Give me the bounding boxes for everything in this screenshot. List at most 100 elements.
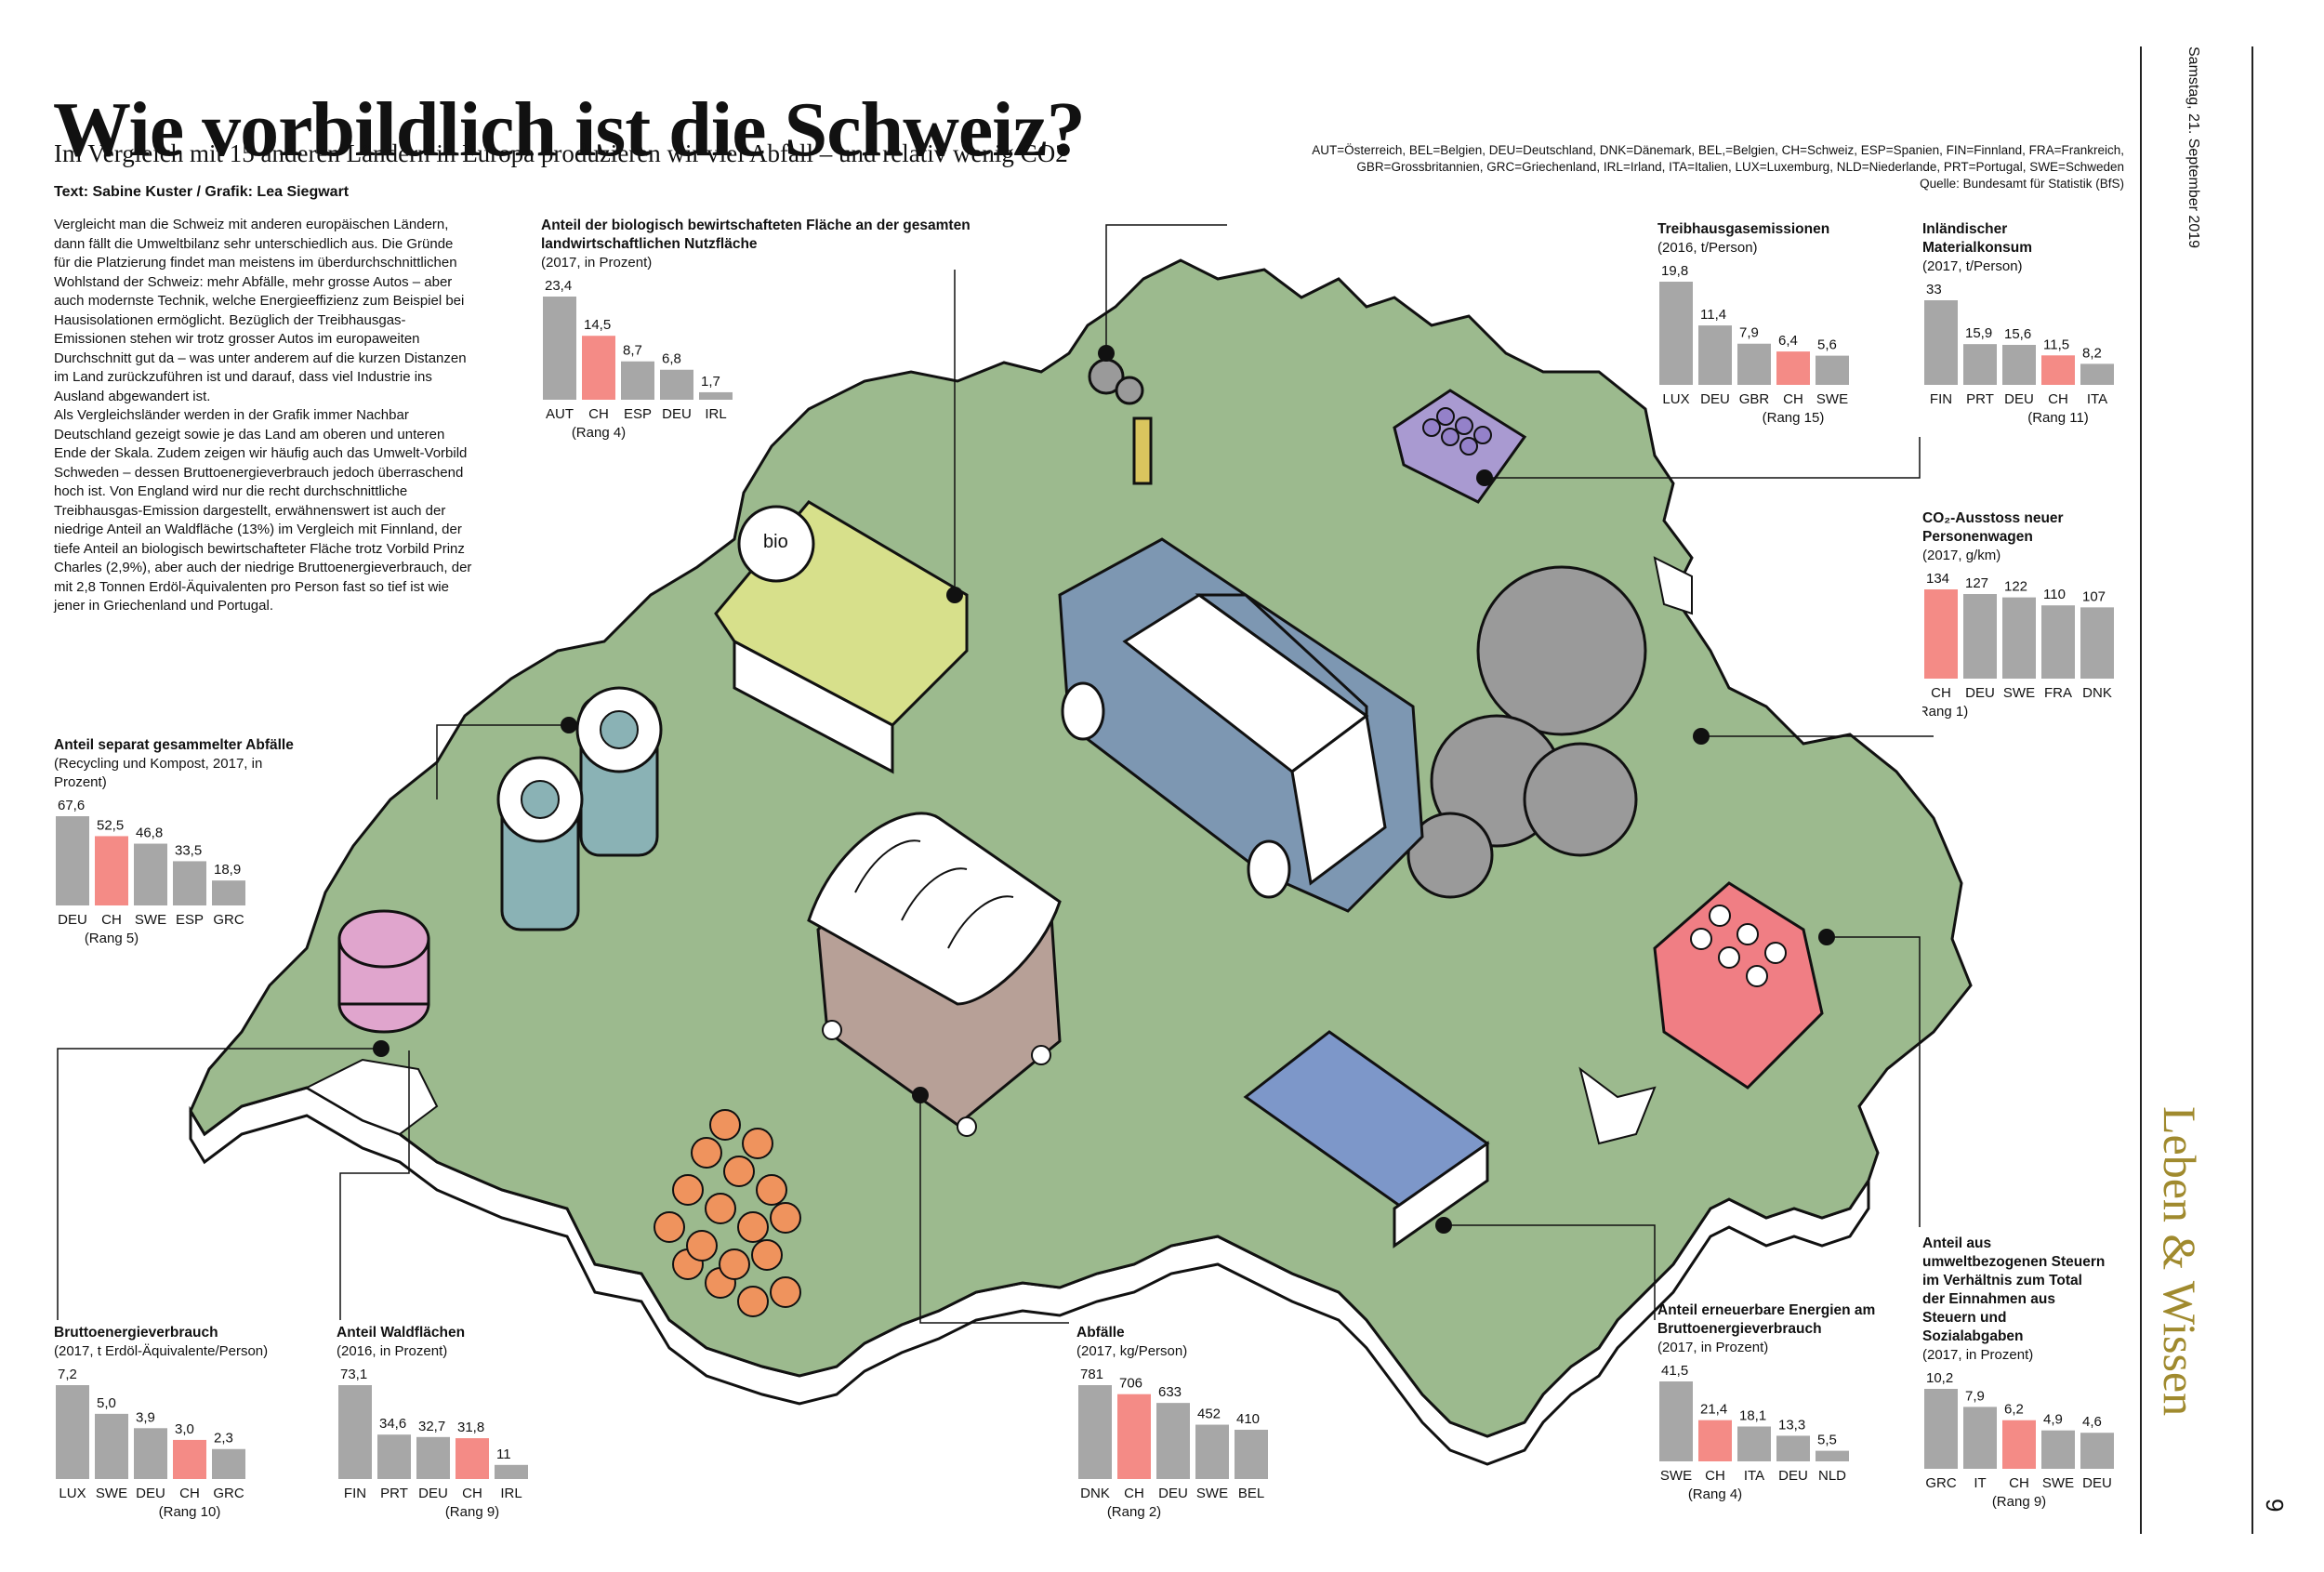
bar-prt	[1963, 344, 1997, 385]
bar-deu	[416, 1436, 450, 1479]
chart-bars: 33 FIN 15,9 PRT 15,6 DEU 11,5 CH (Rang 11) 8,2 ITA	[1924, 282, 2114, 426]
value-label: 13,3	[1778, 1417, 1805, 1433]
chart-title: Anteil separat gesammelter Abfälle	[54, 737, 294, 753]
section-label: Leben & Wissen	[2154, 1106, 2214, 1534]
bar-ch	[1117, 1394, 1151, 1479]
page-number: 9	[2261, 1499, 2298, 1536]
value-label: 781	[1080, 1367, 1103, 1382]
category-label: DEU	[1778, 1468, 1808, 1484]
bar-ch	[1776, 351, 1810, 385]
value-label: 11	[496, 1447, 511, 1462]
category-label: DNK	[2082, 685, 2112, 701]
body-text: Vergleicht man die Schweiz mit anderen e…	[54, 216, 472, 616]
bar-ita	[2080, 363, 2114, 385]
category-label: DEU	[58, 912, 87, 928]
category-label: NLD	[1818, 1468, 1846, 1484]
chart-title: CO₂-Ausstoss neuer Personenwagen	[1922, 510, 2064, 545]
category-label: PRT	[380, 1486, 408, 1501]
chart-subtitle: (2016, in Prozent)	[337, 1343, 448, 1359]
chart-subtitle: (2017, in Prozent)	[1657, 1340, 1769, 1355]
value-label: 706	[1119, 1376, 1142, 1392]
chart-title: Anteil erneuerbare Energien am Bruttoene…	[1657, 1302, 1876, 1337]
abbreviation-legend: AUT=Österreich, BEL=Belgien, DEU=Deutsch…	[1232, 142, 2124, 192]
category-label: DEU	[1965, 685, 1995, 701]
body-paragraph: Als Vergleichsländer werden in der Grafi…	[54, 407, 472, 614]
page-number-text: 9	[2261, 1499, 2289, 1513]
car-icon	[1058, 537, 1424, 913]
category-label: IRL	[500, 1486, 522, 1501]
value-label: 15,6	[2004, 326, 2031, 342]
chart-bars: 19,8 LUX 11,4 DEU 7,9 GBR 6,4 CH (Rang 15) 5,6 SWE	[1659, 263, 1849, 426]
chart-title: Anteil Waldflächen	[337, 1325, 466, 1341]
bar-deu	[1776, 1435, 1810, 1461]
bench-icon	[1243, 1030, 1490, 1248]
value-label: 21,4	[1700, 1402, 1727, 1418]
category-label: SWE	[2003, 685, 2035, 701]
value-label: 110	[2043, 587, 2066, 602]
category-label: CH	[1705, 1468, 1725, 1484]
bar-swe	[2041, 1430, 2075, 1469]
value-label: 4,6	[2082, 1414, 2102, 1430]
chart-subtitle: (2017, in Prozent)	[541, 255, 653, 271]
category-label: SWE	[135, 912, 166, 928]
chart-wald: Anteil Waldflächen (2016, in Prozent) 73…	[337, 1324, 550, 1533]
category-label: DEU	[2004, 391, 2034, 407]
category-label: DEU	[1158, 1486, 1188, 1501]
bar-lux	[56, 1385, 89, 1479]
chart-bars: 41,5 SWE 21,4 CH (Rang 4) 18,1 ITA 13,3 DEU 5,5 NL…	[1659, 1363, 1849, 1502]
bio-field-icon	[714, 500, 969, 774]
chart-title: Treibhausgasemissionen	[1657, 221, 1830, 237]
page-title: Wie vorbildlich ist die Schweiz?	[53, 86, 1086, 174]
bar-ch	[2002, 1420, 2036, 1469]
value-label: 5,5	[1817, 1433, 1837, 1448]
connector-dots	[373, 345, 1835, 1234]
category-label: GBR	[1739, 391, 1770, 407]
chart-erneuerbar: Anteil erneuerbare Energien am Bruttoene…	[1657, 1301, 1899, 1515]
category-label: LUX	[59, 1486, 86, 1501]
category-label: CH	[179, 1486, 200, 1501]
category-label: BEL	[1238, 1486, 1264, 1501]
chart-bars: 23,4 AUT 14,5 CH (Rang 4) 8,7 ESP 6,8 DEU 1,7 IRL	[543, 278, 733, 441]
bar-deu	[1963, 594, 1997, 679]
bar-ch	[1924, 589, 1958, 679]
category-label: DEU	[2082, 1475, 2112, 1491]
column-rule	[2140, 46, 2142, 1534]
bar-prt	[377, 1434, 411, 1479]
value-label: 52,5	[97, 817, 124, 833]
legend-line: AUT=Österreich, BEL=Belgien, DEU=Deutsch…	[1312, 143, 2124, 157]
rank-label: (Rang 9)	[1992, 1494, 2046, 1510]
category-label: CH	[101, 912, 122, 928]
value-label: 11,4	[1700, 307, 1726, 323]
value-label: 8,7	[623, 343, 642, 359]
value-label: 2,3	[214, 1431, 233, 1447]
bar-it	[1963, 1407, 1997, 1469]
category-label: LUX	[1662, 391, 1689, 407]
bar-swe	[1816, 355, 1849, 385]
category-label: SWE	[1660, 1468, 1692, 1484]
bar-swe	[2002, 597, 2036, 679]
cash-register-icon	[1653, 881, 1824, 1090]
bar-dnk	[2080, 607, 2114, 679]
column-rule	[2251, 46, 2253, 1534]
category-label: DNK	[1080, 1486, 1110, 1501]
bar-ch	[2041, 355, 2075, 385]
value-label: 67,6	[58, 798, 85, 813]
value-label: 33,5	[175, 842, 202, 858]
value-label: 6,8	[662, 351, 681, 367]
value-label: 23,4	[545, 278, 572, 294]
bar-swe	[134, 843, 167, 905]
chart-subtitle: (2017, kg/Person)	[1076, 1343, 1188, 1359]
bar-bel	[1235, 1429, 1268, 1479]
value-label: 6,4	[1778, 333, 1798, 349]
smokestack-icon	[1088, 358, 1153, 485]
recycling-bins-icon	[496, 686, 663, 931]
forest-icon	[654, 1109, 801, 1317]
chart-title: Bruttoenergieverbrauch	[54, 1325, 218, 1341]
bar-dnk	[1078, 1385, 1112, 1479]
chart-material: Inländischer Materialkonsum (2017, t/Per…	[1922, 220, 2136, 439]
category-label: CH	[1931, 685, 1951, 701]
container-icon	[807, 812, 1062, 1137]
chart-treibhaus: Treibhausgasemissionen (2016, t/Person) …	[1657, 220, 1871, 439]
bar-deu	[2002, 344, 2036, 385]
